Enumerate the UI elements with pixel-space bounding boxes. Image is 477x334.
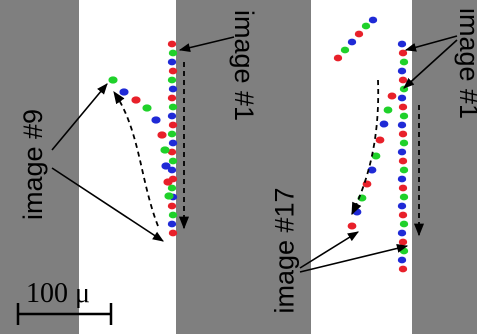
particle-left-vertical: [167, 58, 177, 66]
particle-right-curve: [387, 92, 397, 100]
particle-left-curve: [157, 131, 167, 139]
particle-left-vertical: [167, 94, 177, 102]
particle-right-curve: [375, 136, 385, 144]
arrow-left-image1: [178, 36, 235, 52]
particle-right-top: [347, 38, 357, 46]
particle-right-curve: [362, 180, 372, 188]
particle-right-vertical: [398, 238, 408, 246]
particle-right-top: [340, 46, 350, 54]
particle-right-vertical: [398, 76, 408, 84]
label-right-image17: image #17: [269, 187, 300, 314]
arrow-left-image9-lower: [51, 167, 164, 242]
particle-right-vertical: [399, 247, 409, 255]
particle-right-vertical: [397, 94, 407, 102]
particle-right-top: [361, 22, 371, 30]
particle-left-curve: [131, 96, 141, 104]
particle-trails: [108, 16, 409, 273]
particle-right-curve: [379, 120, 389, 128]
particle-right-vertical: [398, 157, 408, 165]
particle-left-vertical: [167, 202, 177, 210]
particle-left-vertical: [168, 49, 178, 57]
pointer-arrows: [51, 35, 458, 273]
particle-right-vertical: [397, 175, 407, 183]
label-right-image1: image #1: [454, 7, 477, 120]
right-wall-left-panel: [176, 0, 241, 334]
particle-right-top: [354, 30, 364, 38]
particle-left-curve: [160, 146, 170, 154]
particle-left-curve: [151, 116, 161, 124]
particle-right-curve: [371, 152, 381, 160]
label-left-image9: image #9: [18, 108, 49, 221]
particle-right-vertical: [399, 220, 409, 228]
particle-right-vertical: [398, 103, 408, 111]
particle-left-vertical: [168, 103, 178, 111]
particle-left-vertical: [168, 85, 178, 93]
left-wall-left-panel: [0, 0, 79, 334]
particle-left-vertical: [168, 139, 178, 147]
particle-right-curve: [367, 166, 377, 174]
particle-left-vertical: [167, 220, 177, 228]
scale-bar: [16, 303, 113, 325]
scale-bar-label: 100 μ: [26, 278, 91, 309]
particle-left-vertical: [167, 112, 177, 120]
particle-right-vertical: [397, 40, 407, 48]
particle-right-vertical: [397, 256, 407, 264]
arrow-right-image17-lower: [299, 244, 409, 273]
particle-left-curve: [161, 162, 171, 170]
particle-right-vertical: [399, 112, 409, 120]
particle-right-vertical: [398, 184, 408, 192]
particle-left-curve: [164, 192, 174, 200]
particle-left-vertical: [167, 166, 177, 174]
particle-right-vertical: [398, 49, 408, 57]
particle-right-vertical: [398, 211, 408, 219]
particle-left-vertical: [168, 121, 178, 129]
particle-right-vertical: [399, 166, 409, 174]
particle-left-curve: [142, 104, 152, 112]
particle-right-vertical: [399, 193, 409, 201]
particle-right-curve: [347, 222, 357, 230]
particle-left-vertical: [167, 76, 177, 84]
particle-right-vertical: [397, 202, 407, 210]
particle-right-top: [333, 54, 343, 62]
dashed-path-left-curve: [113, 90, 159, 227]
particle-right-vertical: [399, 85, 409, 93]
particle-left-curve: [119, 88, 129, 96]
particle-left-vertical: [168, 229, 178, 237]
particle-left-curve: [163, 178, 173, 186]
particle-left-vertical: [168, 211, 178, 219]
right-wall-right-panel: [412, 0, 477, 334]
left-wall-right-panel: [240, 0, 311, 334]
particle-right-curve: [383, 106, 393, 114]
particle-right-vertical: [397, 229, 407, 237]
particle-right-top: [368, 16, 378, 24]
arrow-right-image1-lower: [403, 39, 458, 89]
particle-left-curve: [108, 76, 118, 84]
particle-right-vertical: [398, 130, 408, 138]
particle-left-vertical: [167, 130, 177, 138]
particle-left-vertical: [168, 157, 178, 165]
trajectory-arrows: [113, 62, 425, 237]
particle-right-vertical: [397, 67, 407, 75]
particle-right-vertical: [397, 148, 407, 156]
label-left-image1: image #1: [229, 9, 260, 122]
particle-left-vertical: [168, 67, 178, 75]
particle-left-vertical: [167, 148, 177, 156]
arrow-right-image17-upper: [299, 231, 359, 269]
arrow-right-image1-upper: [404, 35, 458, 52]
particle-right-vertical: [399, 139, 409, 147]
particle-right-vertical: [398, 265, 408, 273]
dashed-path-right-curve: [351, 79, 380, 216]
particle-left-vertical: [167, 40, 177, 48]
particle-right-vertical: [399, 58, 409, 66]
particle-right-vertical: [397, 121, 407, 129]
particle-left-vertical: [167, 184, 177, 192]
arrow-left-image9-upper: [51, 83, 108, 151]
